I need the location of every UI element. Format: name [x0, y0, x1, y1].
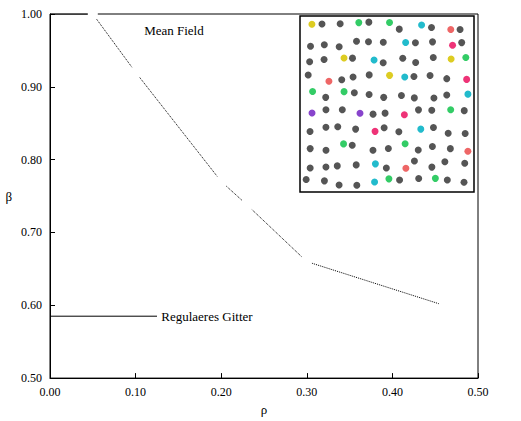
svg-text:Regulaeres Gitter: Regulaeres Gitter	[161, 309, 253, 324]
svg-text:0.80: 0.80	[21, 153, 42, 167]
svg-text:0.50: 0.50	[21, 371, 42, 385]
svg-text:0.20: 0.20	[211, 385, 232, 399]
svg-text:Mean Field: Mean Field	[144, 23, 204, 38]
svg-text:0.30: 0.30	[296, 385, 317, 399]
svg-text:0.50: 0.50	[468, 385, 489, 399]
svg-text:0.60: 0.60	[21, 298, 42, 312]
svg-text:0.40: 0.40	[382, 385, 403, 399]
svg-text:ρ: ρ	[261, 402, 268, 417]
svg-text:0.90: 0.90	[21, 80, 42, 94]
svg-text:β: β	[5, 189, 12, 204]
svg-text:0.00: 0.00	[40, 385, 61, 399]
svg-text:0.70: 0.70	[21, 225, 42, 239]
svg-text:0.10: 0.10	[125, 385, 146, 399]
svg-text:1.00: 1.00	[21, 7, 42, 21]
